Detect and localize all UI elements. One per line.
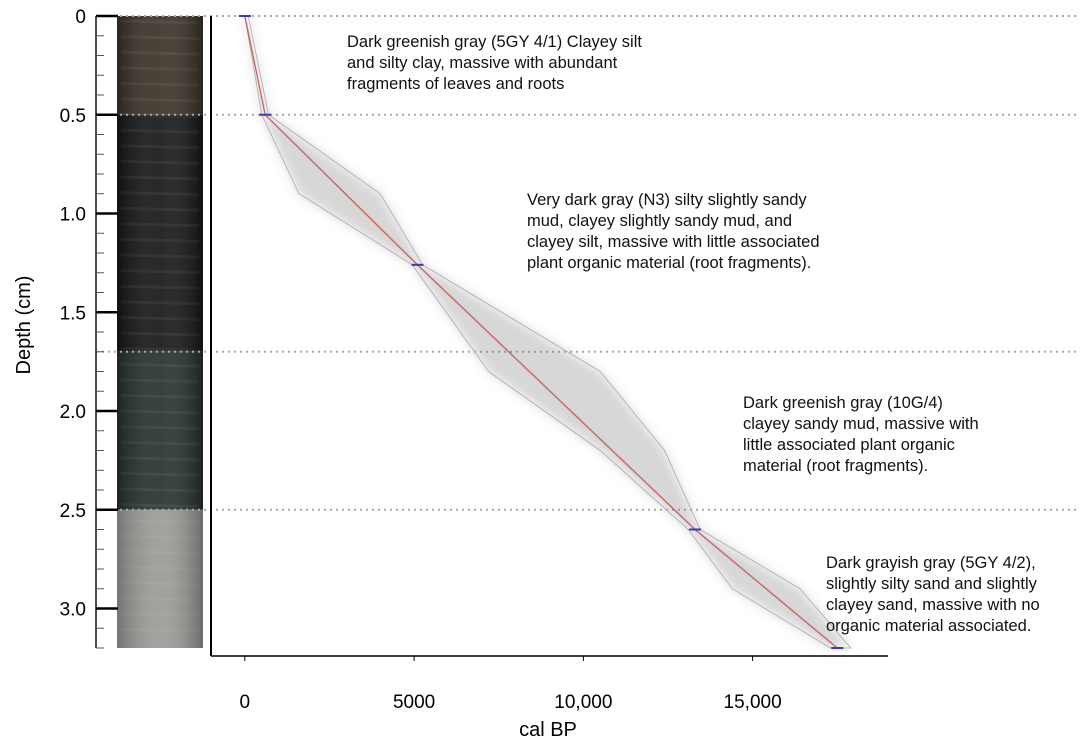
unit-description-line: material (root fragments). [743, 457, 928, 475]
unit-description-line: plant organic material (root fragments). [527, 254, 811, 272]
envelope-fill [244, 16, 851, 648]
unit-description-3: Dark greenish gray (10G/4) clayey sandy m… [743, 394, 979, 475]
y-tick-label: 0.5 [60, 106, 86, 127]
unit-description-line: and silty clay, massive with abundant [347, 54, 618, 72]
core-shading [117, 16, 203, 648]
series-shadow [243, 15, 838, 649]
unit-description-line: Dark greenish gray (5GY 4/1) Clayey silt [347, 33, 642, 51]
unit-description-line: little associated plant organic [743, 436, 955, 454]
unit-descriptions: Dark greenish gray (5GY 4/1) Clayey silt… [347, 33, 1040, 635]
x-tick-label: 0 [240, 692, 251, 713]
x-tick-label: 15,000 [724, 692, 782, 713]
unit-description-line: organic material associated. [826, 617, 1031, 635]
age-model-series [238, 15, 844, 649]
unit-description-line: Dark greenish gray (10G/4) [743, 394, 943, 412]
y-tick-label: 1.5 [60, 303, 86, 324]
y-tick-label: 2.5 [60, 501, 86, 522]
y-tick-label: 1.0 [60, 205, 86, 226]
sediment-core-photo [117, 16, 203, 648]
unit-description-line: Dark grayish gray (5GY 4/2), [826, 554, 1036, 572]
unit-description-4: Dark grayish gray (5GY 4/2), slightly sil… [826, 554, 1040, 635]
unit-description-line: clayey silt, massive with little associa… [527, 233, 820, 251]
y-tick-label: 0 [75, 7, 86, 28]
axes: 0 0.5 1.0 1.5 2.0 2.5 3.0 0 5000 10,000 15,000 [60, 7, 888, 713]
series-line [244, 15, 838, 649]
unit-description-line: mud, clayey slightly sandy mud, and [527, 212, 792, 230]
unit-description-line: clayey sand, massive with no [826, 596, 1040, 614]
x-axis-title: cal BP [519, 719, 577, 741]
envelope-outline [244, 15, 852, 649]
y-tick-label: 2.0 [60, 402, 86, 423]
unit-description-line: clayey sandy mud, massive with [743, 415, 979, 433]
unit-description-1: Dark greenish gray (5GY 4/1) Clayey silt… [347, 33, 642, 93]
x-tick-label: 10,000 [554, 692, 612, 713]
x-tick-label: 5000 [393, 692, 435, 713]
uncertainty-envelope [244, 15, 852, 649]
unit-description-line: Very dark gray (N3) silty slightly sandy [527, 191, 807, 209]
unit-description-2: Very dark gray (N3) silty slightly sandy… [527, 191, 820, 272]
unit-description-line: fragments of leaves and roots [347, 75, 564, 93]
unit-description-line: slightly silty sand and slightly [826, 575, 1038, 593]
y-tick-label: 3.0 [60, 600, 86, 621]
y-axis-title: Depth (cm) [13, 276, 35, 375]
